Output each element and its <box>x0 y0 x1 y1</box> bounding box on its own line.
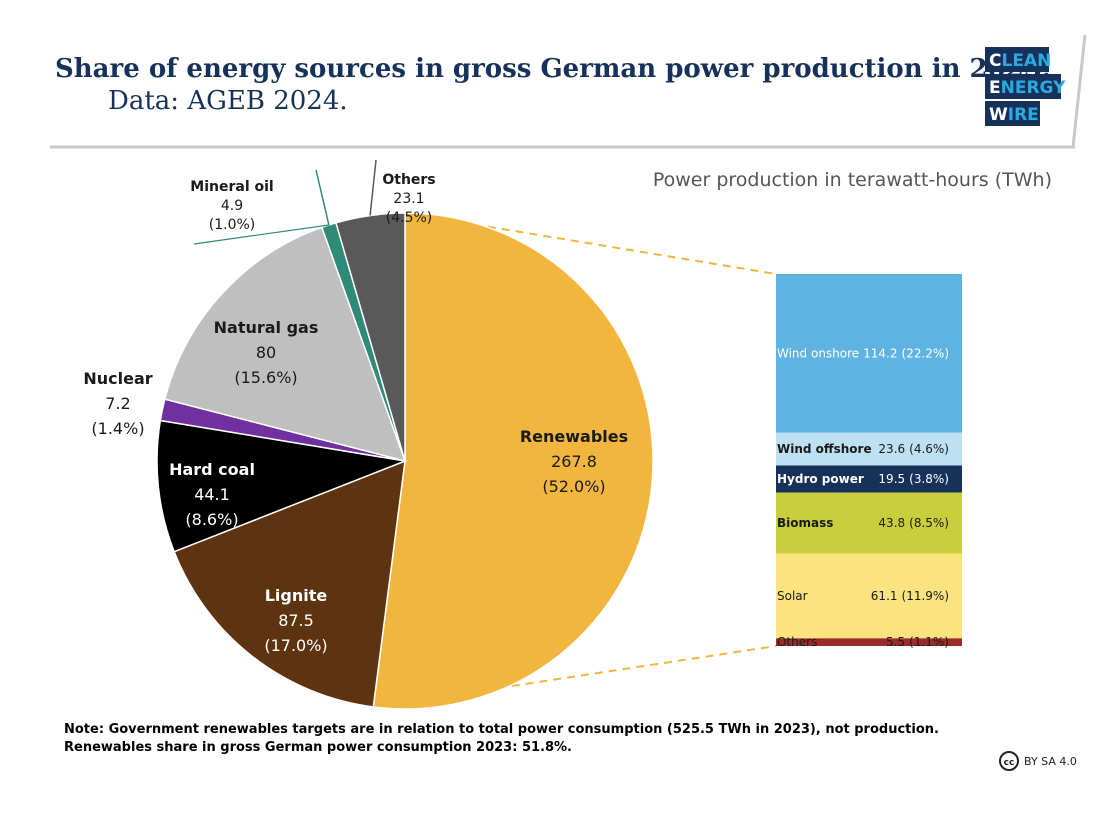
pie-share-mineral-oil: (1.0%) <box>209 217 256 233</box>
connector-bottom <box>373 645 777 708</box>
stack-value-wind-onshore: 114.2 (22.2%) <box>863 346 949 360</box>
license-badge: cc BY SA 4.0 <box>999 751 1077 771</box>
pie-share-lignite: (17.0%) <box>264 636 327 655</box>
pie-labels: Renewables 267.8 (52.0%) Lignite 87.5 (17.0%)… <box>83 159 628 655</box>
pie-share-hard-coal: (8.6%) <box>185 510 238 529</box>
pie-slice-renewables <box>372 212 654 710</box>
pie-share-others: (4.5%) <box>386 210 433 226</box>
logo-word: ENERGY <box>989 78 1066 98</box>
stack-value-biomass: 43.8 (8.5%) <box>878 516 949 530</box>
pie-label-others: Others <box>382 172 435 188</box>
stack-value-hydro-power: 19.5 (3.8%) <box>878 472 949 486</box>
pie-slice-natural-gas <box>163 226 407 463</box>
chart-subtitle: Data: AGEB 2024. <box>108 86 348 116</box>
leader-line-mineral-oil <box>315 169 330 226</box>
pie-share-renewables: (52.0%) <box>542 477 605 496</box>
pie-label-mineral-oil: Mineral oil <box>190 179 273 195</box>
pie-value-nuclear: 7.2 <box>105 394 130 413</box>
pie-value-renewables: 267.8 <box>551 452 597 471</box>
pie-share-natural-gas: (15.6%) <box>234 368 297 387</box>
pie-value-natural-gas: 80 <box>256 343 276 362</box>
stack-segment-hydro-power <box>776 465 962 493</box>
stack-segment-wind-onshore <box>776 274 962 433</box>
pie-label-nuclear: Nuclear <box>83 369 152 388</box>
stack-label-wind-onshore: Wind onshore <box>777 346 859 360</box>
stack-label-biomass: Biomass <box>777 516 833 530</box>
pie-label-renewables: Renewables <box>520 427 628 446</box>
pie-chart <box>156 212 654 710</box>
stack-label-solar: Solar <box>777 589 808 603</box>
stack-label-wind-offshore: Wind offshore <box>777 442 872 456</box>
license-text: BY SA 4.0 <box>1024 755 1077 768</box>
stack-segment-others <box>776 638 962 646</box>
pie-label-hard-coal: Hard coal <box>169 460 255 479</box>
pie-label-natural-gas: Natural gas <box>214 318 319 337</box>
cc-icon-text: cc <box>1004 758 1015 768</box>
leader-line-others <box>369 159 377 216</box>
chart-title: Share of energy sources in gross German … <box>55 54 1051 84</box>
stack-label-others: Others <box>777 635 817 649</box>
pie-label-lignite: Lignite <box>265 586 328 605</box>
unit-label: Power production in terawatt-hours (TWh) <box>653 169 1052 191</box>
pie-share-nuclear: (1.4%) <box>91 419 144 438</box>
stack-segment-wind-offshore <box>776 432 962 466</box>
logo-box <box>985 101 1040 126</box>
leader-line-mineral-oil-h <box>193 224 329 245</box>
pie-value-mineral-oil: 4.9 <box>221 198 243 214</box>
logo-word: CLEAN <box>989 51 1051 71</box>
stack-label-hydro-power: Hydro power <box>777 472 864 486</box>
pie-slice-hard-coal <box>156 419 408 553</box>
pie-slice-lignite <box>173 459 406 708</box>
header-divider-slant <box>1071 34 1087 148</box>
pie-value-hard-coal: 44.1 <box>194 485 230 504</box>
renewables-stacked-bar: Wind onshore 114.2 (22.2%) Wind offshore 23.… <box>776 274 962 649</box>
note-line-1: Note: Government renewables targets are … <box>64 722 939 737</box>
cc-icon <box>999 751 1019 771</box>
clean-energy-wire-logo: CLEAN ENERGY WIRE <box>985 47 1066 126</box>
logo-box <box>985 47 1049 72</box>
pie-value-lignite: 87.5 <box>278 611 314 630</box>
note-line-2: Renewables share in gross German power c… <box>64 740 572 755</box>
stack-segment-solar <box>776 553 962 639</box>
logo-box <box>985 74 1061 99</box>
stack-value-others: 5.5 (1.1%) <box>886 635 949 649</box>
pie-value-others: 23.1 <box>393 191 424 207</box>
stack-segment-biomass <box>776 492 962 554</box>
stack-value-solar: 61.1 (11.9%) <box>871 589 949 603</box>
stack-value-wind-offshore: 23.6 (4.6%) <box>878 442 949 456</box>
logo-word: WIRE <box>989 105 1039 125</box>
